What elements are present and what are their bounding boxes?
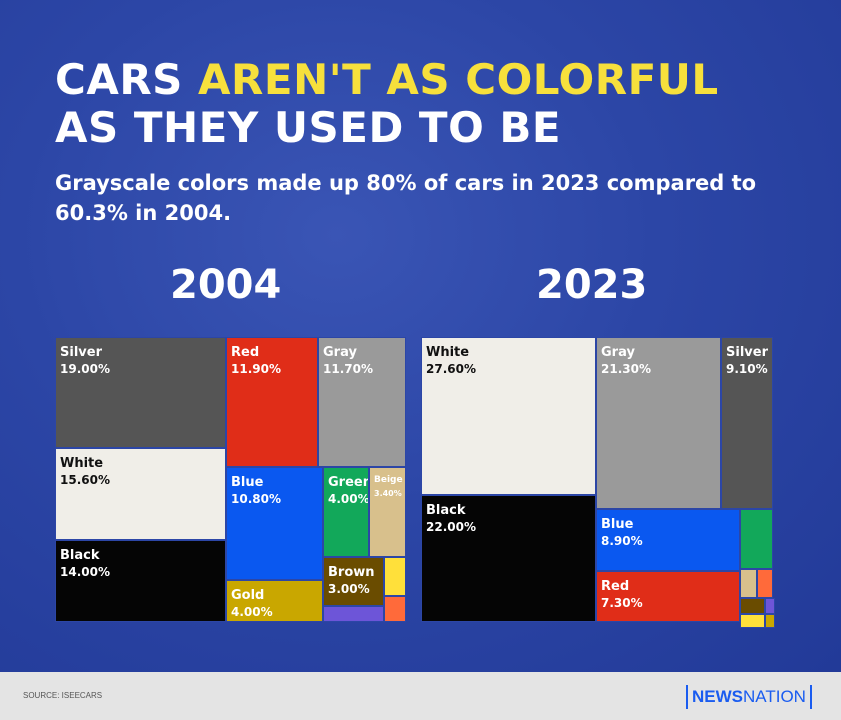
treemap-cell-blue: Blue 10.80%	[226, 467, 323, 580]
cell-value: 3.40%	[374, 489, 402, 498]
cell-value: 7.30%	[601, 596, 643, 610]
treemap-cell-green: Green 4.00%	[323, 467, 369, 557]
treemap-cell-white: White 15.60%	[55, 448, 226, 540]
headline-line-2: AS THEY USED TO BE	[55, 103, 562, 152]
cell-label: Black	[60, 548, 100, 563]
cell-value: 21.30%	[601, 362, 651, 376]
treemap-cell-red: Red 11.90%	[226, 337, 318, 467]
treemap-cell-black: Black 14.00%	[55, 540, 226, 622]
cell-label: Gold	[231, 588, 265, 603]
treemap-cell-gray: Gray 21.30%	[596, 337, 721, 509]
cell-value: 22.00%	[426, 520, 476, 534]
treemap-cell-silver: Silver 9.10%	[721, 337, 773, 509]
treemap-cell-unlabeled	[740, 598, 765, 614]
cell-label: Blue	[231, 475, 264, 490]
treemap-cell-unlabeled	[384, 557, 406, 596]
year-2004-title: 2004	[170, 262, 282, 308]
treemap-cell-black: Black 22.00%	[421, 495, 596, 622]
cell-value: 4.00%	[328, 492, 369, 506]
cell-label: Blue	[601, 517, 634, 532]
cell-value: 14.00%	[60, 565, 110, 579]
treemap-cell-beige: Beige 3.40%	[369, 467, 406, 557]
cell-value: 11.70%	[323, 362, 373, 376]
cell-value: 9.10%	[726, 362, 768, 376]
cell-label: Green	[328, 475, 369, 490]
cell-value: 27.60%	[426, 362, 476, 376]
logo-light: NATION	[743, 687, 806, 706]
cell-label: Beige	[374, 475, 403, 485]
cell-value: 11.90%	[231, 362, 281, 376]
treemap-cell-white: White 27.60%	[421, 337, 596, 495]
cell-label: Gray	[601, 345, 635, 360]
treemap-cell-unlabeled	[323, 606, 384, 622]
cell-value: 8.90%	[601, 534, 643, 548]
treemap-cell-red: Red 7.30%	[596, 571, 740, 622]
treemap-cell-blue: Blue 8.90%	[596, 509, 740, 571]
subtitle: Grayscale colors made up 80% of cars in …	[55, 171, 757, 225]
cell-label: Silver	[60, 345, 102, 360]
cell-label: White	[60, 456, 104, 471]
headline-line-1: CARS AREN'T AS COLORFUL	[55, 56, 719, 104]
treemap-cell-unlabeled	[740, 569, 757, 598]
treemap-cell-brown: Brown 3.00%	[323, 557, 384, 606]
newsnation-logo: NEWSNATION	[686, 685, 812, 709]
cell-value: 15.60%	[60, 473, 110, 487]
cell-value: 3.00%	[328, 582, 370, 596]
treemap-cell-unlabeled	[740, 509, 773, 569]
logo-bold: NEWS	[692, 687, 743, 706]
treemap-cell-silver: Silver 19.00%	[55, 337, 226, 448]
cell-label: Silver	[726, 345, 768, 360]
treemap-cell-unlabeled	[384, 596, 406, 622]
source-note: SOURCE: ISEECARS	[23, 691, 103, 700]
cell-value: 4.00%	[231, 605, 273, 619]
year-2023-title: 2023	[536, 262, 648, 308]
cell-label: White	[426, 345, 470, 360]
cell-value: 19.00%	[60, 362, 110, 376]
cell-label: Gray	[323, 345, 357, 360]
cell-label: Red	[601, 579, 630, 594]
headline-plain: CARS	[55, 55, 199, 104]
cell-label: Brown	[328, 565, 375, 580]
treemap-cell-gold: Gold 4.00%	[226, 580, 323, 622]
treemap-cell-gray: Gray 11.70%	[318, 337, 406, 467]
treemap-cell-unlabeled	[765, 598, 775, 614]
headline-highlight: AREN'T AS COLORFUL	[198, 55, 719, 104]
treemap-cell-unlabeled	[765, 614, 775, 628]
treemap-cell-unlabeled	[757, 569, 773, 598]
treemap-cell-unlabeled	[740, 614, 765, 628]
cell-value: 10.80%	[231, 492, 281, 506]
cell-label: Red	[231, 345, 260, 360]
cell-label: Black	[426, 503, 466, 518]
footer: SOURCE: ISEECARS NEWSNATION	[0, 672, 841, 720]
